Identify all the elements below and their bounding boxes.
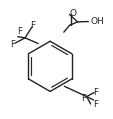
Text: F: F — [80, 94, 85, 103]
Text: F: F — [17, 27, 22, 35]
Text: F: F — [11, 40, 15, 49]
Text: F: F — [92, 100, 97, 109]
Text: O: O — [69, 9, 76, 18]
Text: OH: OH — [89, 17, 103, 26]
Text: F: F — [30, 21, 35, 30]
Text: F: F — [92, 88, 97, 97]
